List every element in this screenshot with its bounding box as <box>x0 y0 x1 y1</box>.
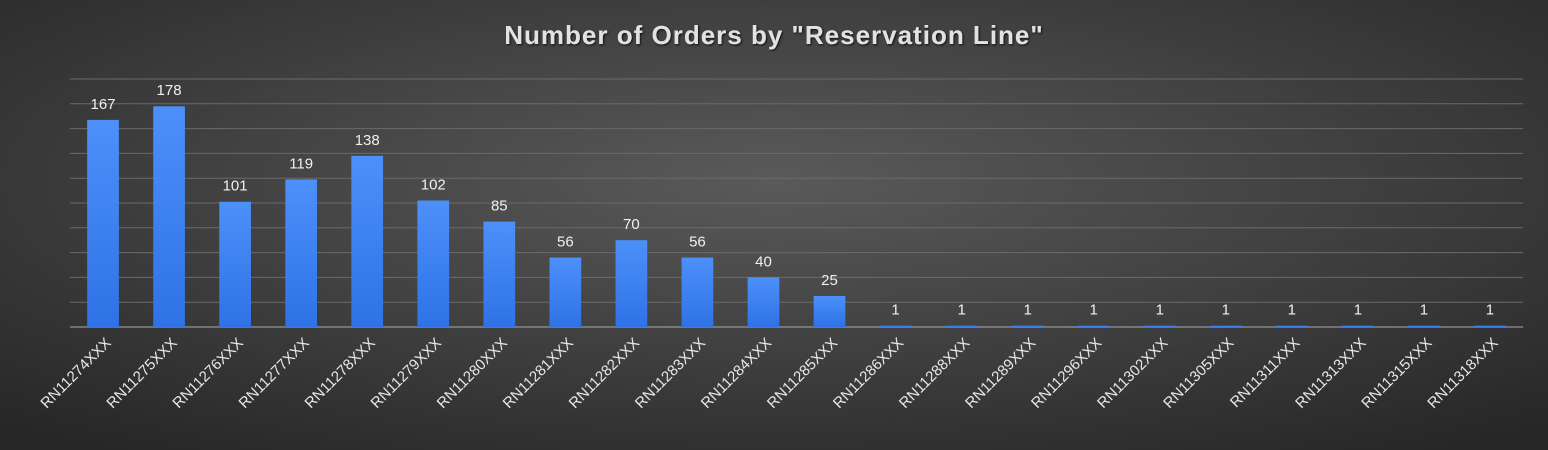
data-label: 138 <box>355 132 380 149</box>
bar <box>1408 325 1440 327</box>
bar <box>1474 325 1506 327</box>
bar <box>351 155 384 327</box>
bar <box>1342 325 1374 327</box>
chart-title: Number of Orders by "Reservation Line" <box>504 20 1043 50</box>
data-label: 70 <box>623 216 640 233</box>
data-label: 167 <box>91 96 116 113</box>
data-label: 119 <box>289 155 313 172</box>
data-label: 1 <box>891 302 899 319</box>
data-label: 1 <box>1222 302 1230 319</box>
data-label: 85 <box>491 198 508 215</box>
data-label: 102 <box>421 176 446 193</box>
bar <box>813 296 846 327</box>
bar <box>153 106 185 327</box>
bar <box>1077 325 1110 327</box>
bar <box>417 200 450 327</box>
bar <box>681 257 714 327</box>
data-label: 25 <box>821 272 838 289</box>
bar <box>879 325 912 327</box>
bar <box>615 240 648 327</box>
bar <box>1209 325 1242 327</box>
bar <box>219 201 251 327</box>
data-label: 1 <box>1420 302 1428 319</box>
data-label: 1 <box>1288 302 1296 319</box>
bar <box>87 119 119 327</box>
data-label: 1 <box>957 302 965 319</box>
bar <box>285 179 318 327</box>
data-label: 1 <box>1023 302 1031 319</box>
bar <box>483 221 516 327</box>
bar <box>1275 325 1308 327</box>
data-label: 1 <box>1090 302 1098 319</box>
data-label: 101 <box>223 178 248 195</box>
data-label: 178 <box>157 82 182 99</box>
data-label: 1 <box>1354 302 1362 319</box>
data-label: 56 <box>689 234 706 251</box>
bar <box>1011 325 1044 327</box>
data-label: 40 <box>755 253 772 270</box>
data-label: 1 <box>1486 302 1494 319</box>
bar <box>747 277 780 327</box>
bar <box>1143 325 1176 327</box>
bar <box>549 257 582 327</box>
data-label: 56 <box>557 234 574 251</box>
bar <box>945 325 978 327</box>
data-label: 1 <box>1156 302 1164 319</box>
